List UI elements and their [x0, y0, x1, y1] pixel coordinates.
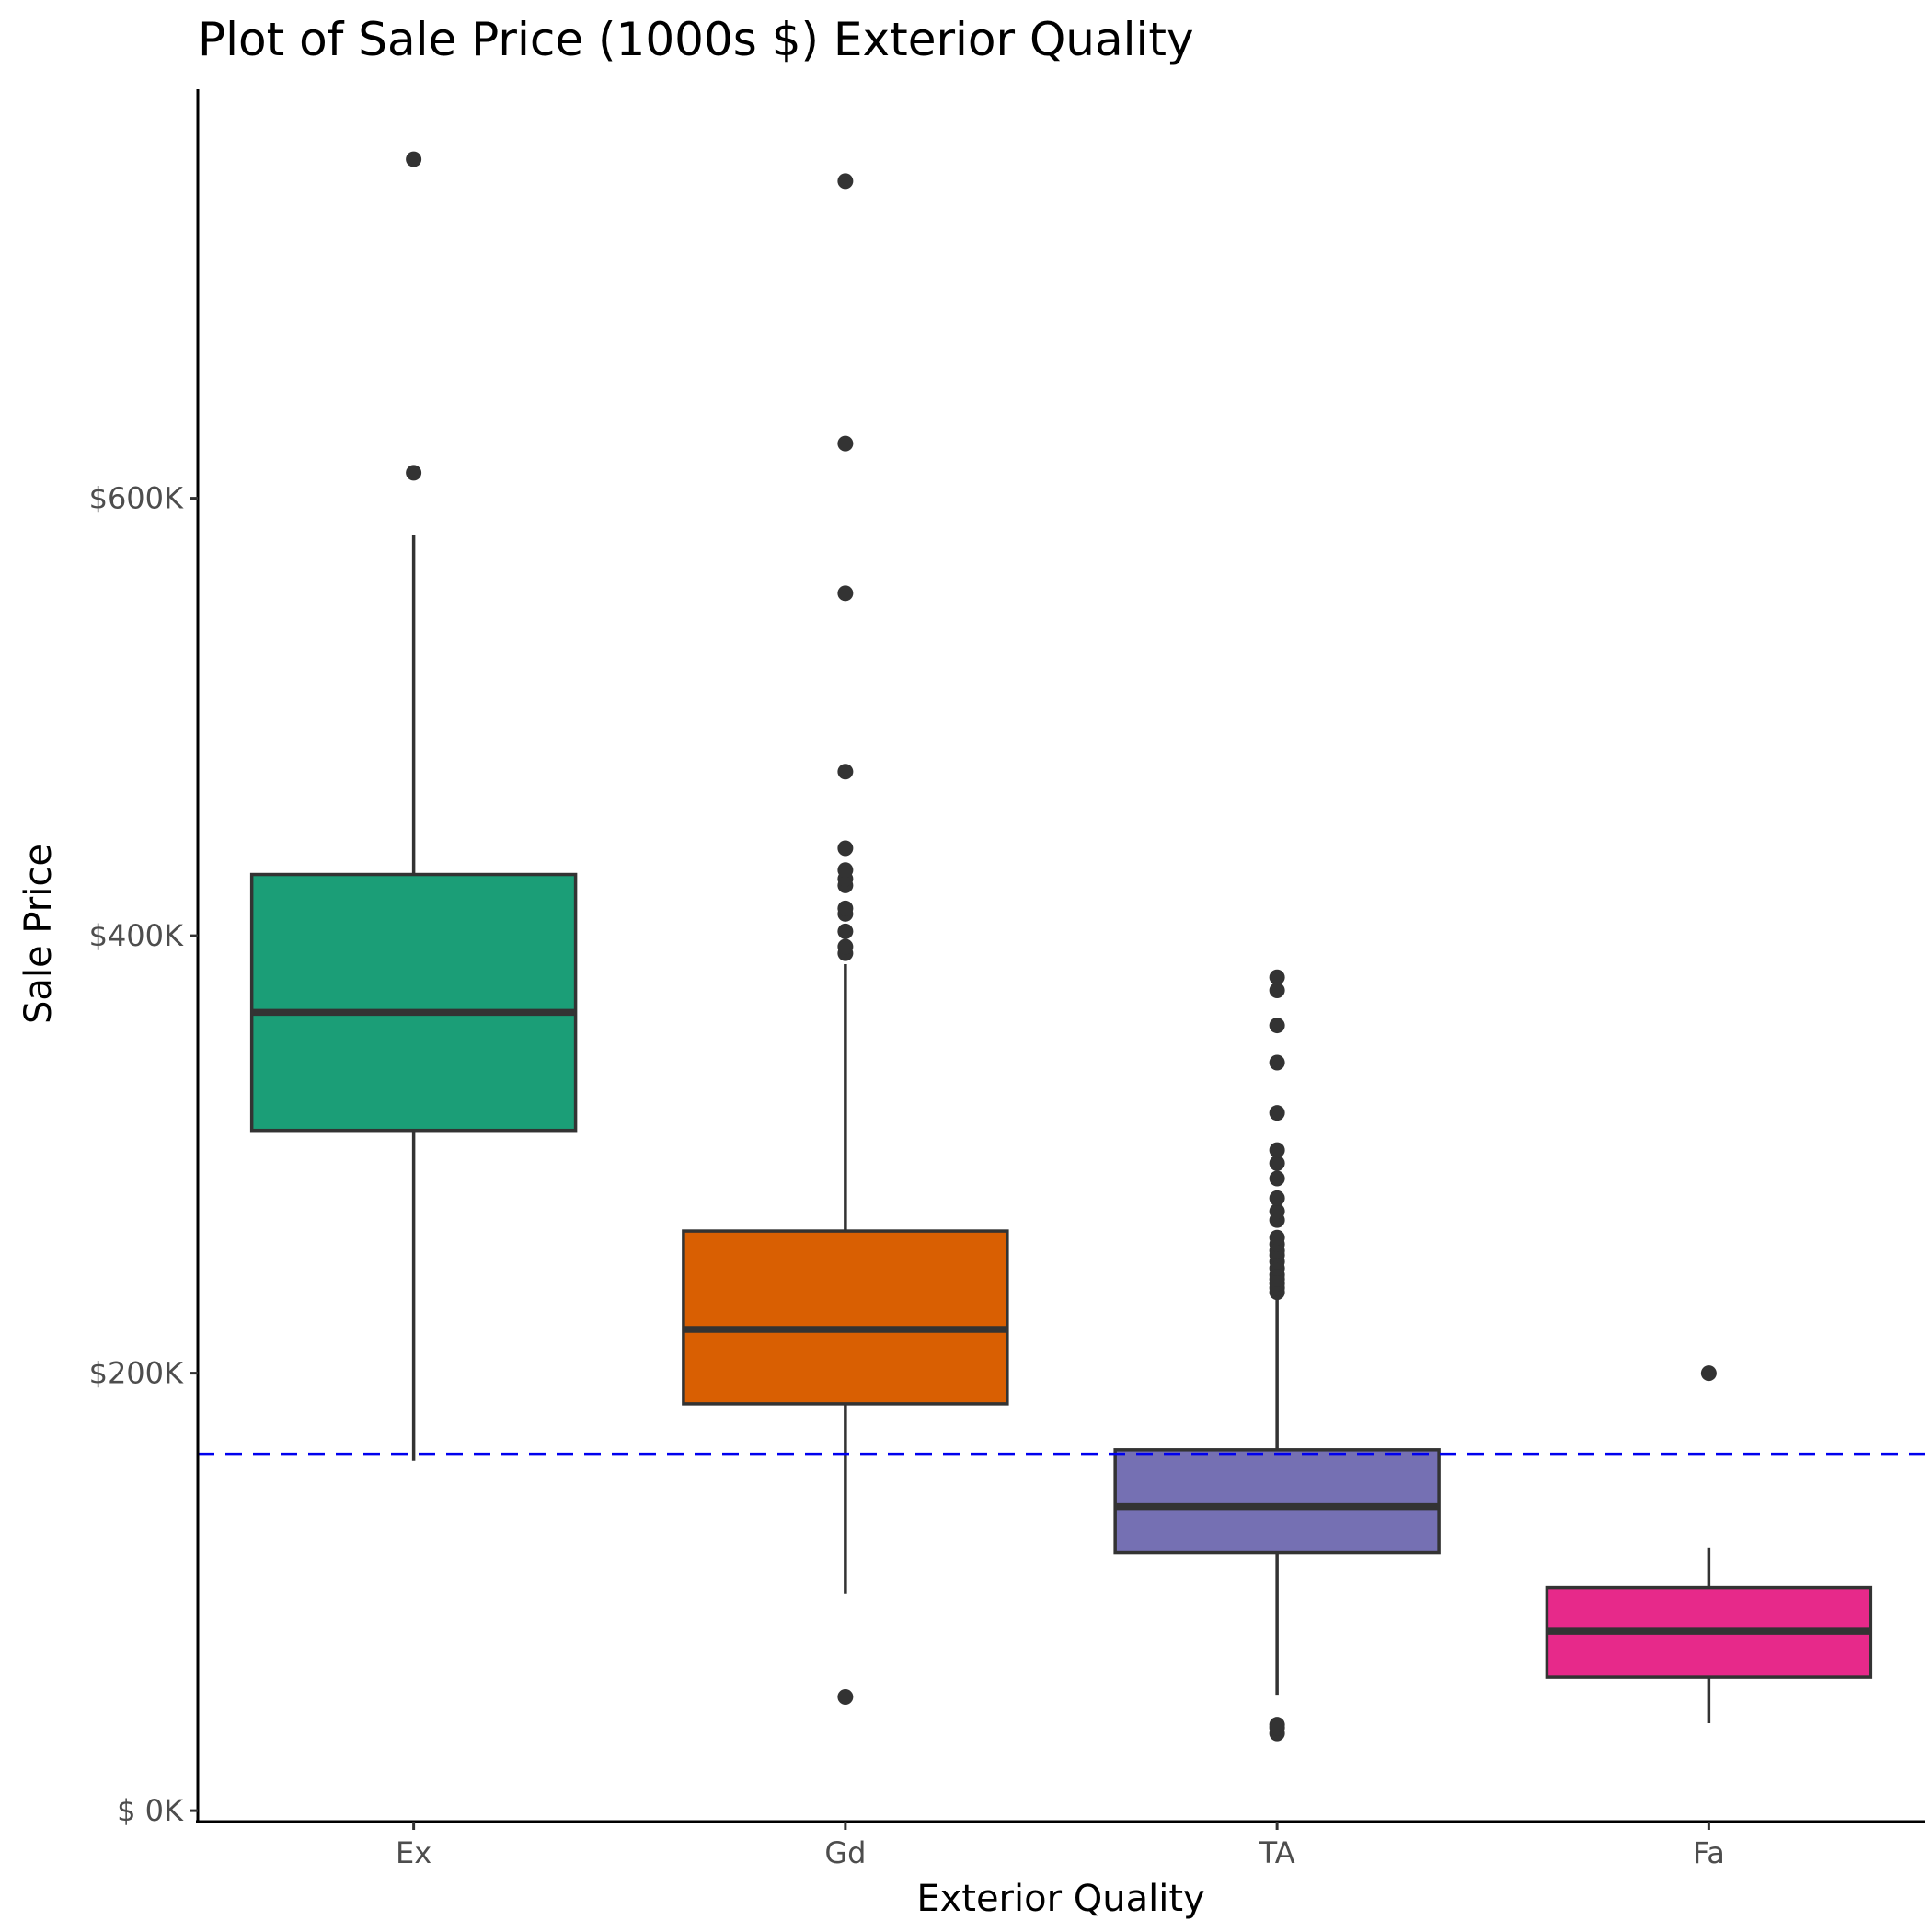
plot-area — [198, 151, 1925, 1742]
y-tick-label: $600K — [89, 481, 184, 516]
x-tick-label: Fa — [1693, 1835, 1725, 1870]
outlier-point — [406, 151, 422, 167]
box-TA — [1113, 1448, 1441, 1555]
outlier-point — [1269, 1717, 1285, 1733]
outlier-point — [837, 435, 854, 452]
outlier-point — [837, 900, 854, 916]
box-Gd — [682, 1229, 1009, 1406]
x-axis-title: Exterior Quality — [916, 1878, 1204, 1920]
outlier-point — [1269, 1142, 1285, 1158]
outlier-point — [1269, 1170, 1285, 1187]
outlier-point — [1269, 1155, 1285, 1171]
outlier-point — [1269, 1190, 1285, 1206]
chart-title: Plot of Sale Price (1000s $) Exterior Qu… — [198, 13, 1194, 66]
x-tick-label: Gd — [824, 1835, 866, 1870]
outlier-point — [406, 465, 422, 481]
outlier-point — [1269, 1105, 1285, 1121]
outlier-point — [1269, 1203, 1285, 1220]
outlier-point — [837, 585, 854, 602]
outlier-point — [837, 1688, 854, 1705]
y-axis-title: Sale Price — [17, 844, 60, 1024]
outlier-point — [837, 840, 854, 857]
outlier-point — [1269, 1054, 1285, 1071]
outlier-point — [1269, 1018, 1285, 1034]
y-tick-label: $400K — [89, 918, 184, 953]
outlier-point — [837, 173, 854, 190]
outlier-point — [837, 938, 854, 955]
outlier-point — [1269, 983, 1285, 999]
box-Ex — [249, 872, 578, 1133]
outlier-point — [837, 862, 854, 879]
x-tick-label: TA — [1259, 1835, 1295, 1870]
outlier-point — [837, 764, 854, 780]
x-tick-label: Ex — [396, 1835, 431, 1870]
outlier-point — [1700, 1365, 1717, 1382]
outlier-point — [837, 923, 854, 939]
outlier-point — [1269, 1229, 1285, 1246]
y-tick-label: $ 0K — [117, 1793, 184, 1828]
y-tick-label: $200K — [89, 1356, 184, 1391]
outlier-point — [1269, 969, 1285, 985]
